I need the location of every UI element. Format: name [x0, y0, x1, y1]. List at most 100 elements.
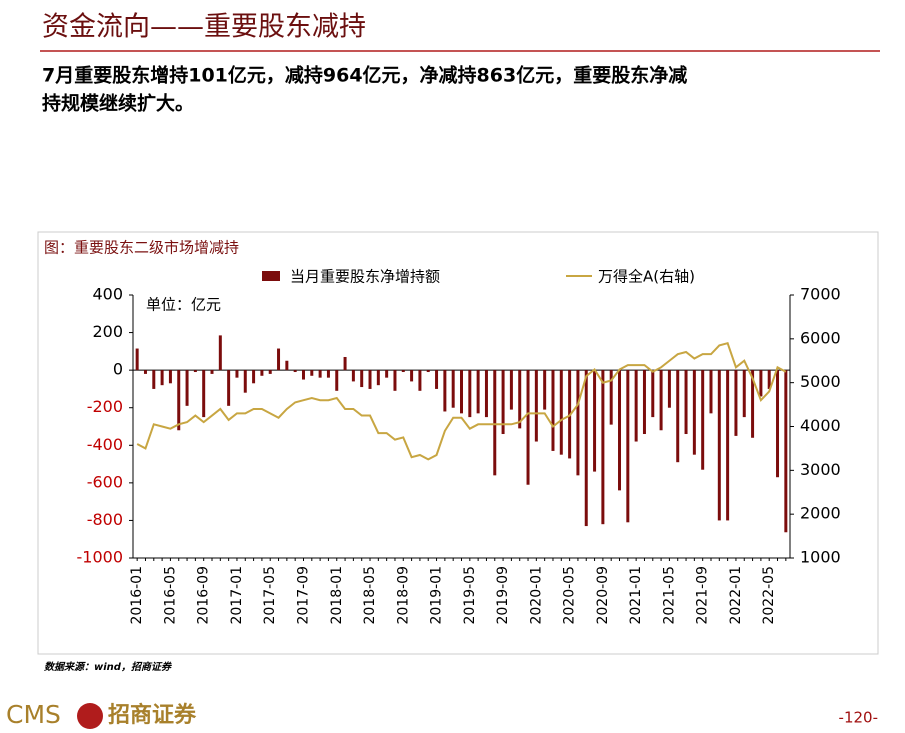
legend-swatch [262, 271, 280, 281]
bar [310, 370, 314, 376]
y-tick-label: -400 [87, 435, 123, 454]
x-tick-label: 2021-09 [695, 566, 711, 625]
bar [759, 370, 763, 397]
bar [268, 370, 272, 374]
summary-line: 持规模继续扩大。 [42, 92, 194, 115]
bar [160, 370, 164, 386]
x-tick-label: 2021-01 [628, 566, 644, 625]
chart-caption: 图：重要股东二级市场增减持 [44, 239, 239, 257]
bar [751, 370, 755, 438]
y2-tick-label: 4000 [800, 416, 841, 435]
x-tick-label: 2016-09 [196, 566, 212, 625]
bar [360, 370, 364, 388]
bar [684, 370, 688, 435]
bar [734, 370, 738, 436]
bar [351, 370, 355, 382]
bar [509, 370, 513, 410]
bar [676, 370, 680, 463]
bar [301, 370, 305, 380]
bar [784, 370, 788, 533]
y-tick-label: -200 [87, 397, 123, 416]
bar [593, 370, 597, 472]
y2-tick-label: 3000 [800, 460, 841, 479]
line [136, 342, 787, 461]
bar [701, 370, 705, 470]
x-tick-label: 2022-01 [728, 566, 744, 625]
bar [202, 370, 206, 418]
bar [692, 370, 696, 455]
bar [609, 370, 613, 425]
bar [285, 360, 289, 371]
bar [426, 370, 430, 373]
x-tick-label: 2017-09 [295, 566, 311, 625]
bar [277, 348, 281, 371]
bar [193, 370, 197, 373]
x-tick-label: 2018-05 [362, 566, 378, 625]
x-tick-label: 2022-05 [761, 566, 777, 625]
bar [626, 370, 630, 523]
x-tick-label: 2021-05 [661, 566, 677, 625]
x-tick-label: 2017-01 [229, 566, 245, 625]
bar [618, 370, 622, 491]
brand-name: 招商证券 [108, 702, 197, 728]
bar [493, 370, 497, 476]
bar [651, 370, 655, 418]
bar [667, 370, 671, 408]
bar [634, 370, 638, 442]
bar [551, 370, 555, 451]
bar [143, 370, 147, 374]
bar [218, 335, 222, 371]
bar [260, 370, 264, 376]
bar [385, 370, 389, 378]
bar [293, 370, 297, 373]
bar [484, 370, 488, 418]
x-tick-label: 2019-01 [429, 566, 445, 625]
bar [152, 370, 156, 389]
summary-line: 7月重要股东增持101亿元，减持964亿元，净减持863亿元，重要股东净减 [42, 64, 687, 87]
bar [243, 370, 247, 393]
bar [709, 370, 713, 414]
x-tick-label: 2020-01 [528, 566, 544, 625]
y2-tick-label: 1000 [800, 548, 841, 567]
bar [410, 370, 414, 382]
bar [767, 370, 771, 389]
logo-icon [77, 703, 103, 729]
bar [168, 370, 172, 384]
y2-tick-label: 2000 [800, 504, 841, 523]
bar [335, 370, 339, 391]
bar [443, 370, 447, 412]
bar [534, 370, 538, 442]
legend-label: 当月重要股东净增持额 [290, 268, 440, 286]
chart-frame [37, 231, 879, 655]
x-tick-label: 2020-09 [595, 566, 611, 625]
bar [210, 370, 214, 374]
bar [642, 370, 646, 435]
bar [326, 370, 330, 378]
x-tick-label: 2020-05 [562, 566, 578, 625]
bar [185, 370, 189, 406]
bar [476, 370, 480, 414]
bar [559, 370, 563, 455]
bar [252, 370, 256, 384]
page-number: -120- [839, 709, 878, 727]
bar [501, 370, 505, 435]
bar [776, 370, 780, 478]
y-tick-label: 400 [92, 285, 123, 304]
y-tick-label: 200 [92, 322, 123, 341]
logo-text: CMS [6, 700, 61, 729]
x-tick-label: 2017-05 [262, 566, 278, 625]
y-tick-label: -1000 [77, 548, 124, 567]
bar [659, 370, 663, 431]
bar [418, 370, 422, 391]
bar [343, 356, 347, 371]
x-tick-label: 2019-09 [495, 566, 511, 625]
bar [526, 370, 530, 485]
bar [451, 370, 455, 408]
page-title: 资金流向——重要股东减持 [42, 12, 366, 43]
bar [368, 370, 372, 389]
bar [227, 370, 231, 406]
bar [135, 348, 139, 371]
x-tick-label: 2018-01 [329, 566, 345, 625]
bar [401, 370, 405, 373]
